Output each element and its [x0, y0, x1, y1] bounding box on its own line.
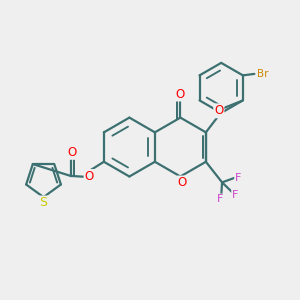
Text: F: F: [217, 194, 223, 205]
Text: F: F: [235, 173, 242, 183]
Text: O: O: [177, 176, 187, 190]
Text: O: O: [214, 104, 224, 117]
Text: O: O: [85, 170, 94, 183]
Text: O: O: [68, 146, 77, 159]
Text: Br: Br: [257, 69, 268, 79]
Text: O: O: [176, 88, 185, 100]
Text: F: F: [232, 190, 239, 200]
Text: S: S: [40, 196, 47, 209]
